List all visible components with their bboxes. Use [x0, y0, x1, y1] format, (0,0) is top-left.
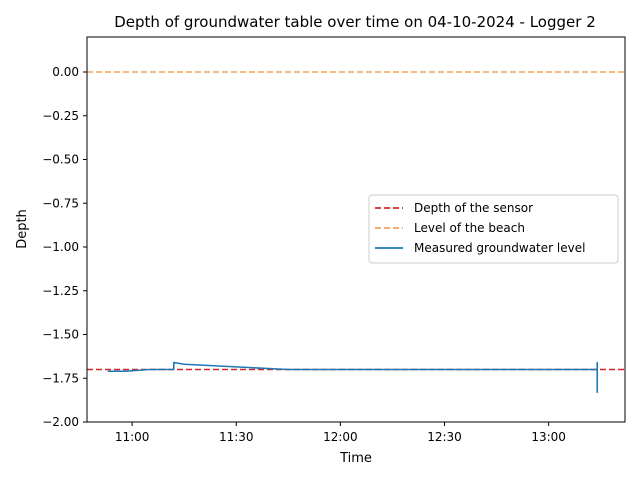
x-axis: 11:00 11:30 12:00 12:30 13:00 [115, 422, 566, 444]
y-tick-label: 0.00 [52, 65, 79, 79]
y-tick-label: −0.50 [42, 153, 79, 167]
y-tick-label: −1.50 [42, 328, 79, 342]
plot-area [86, 36, 626, 423]
x-tick-label: 11:00 [115, 430, 150, 444]
legend: Depth of the sensor Level of the beach Mea… [368, 194, 619, 264]
chart-title: Depth of groundwater table over time on … [114, 13, 596, 31]
x-axis-label: Time [339, 451, 372, 466]
y-axis-label: Depth [15, 209, 30, 249]
y-tick-label: −2.00 [42, 415, 79, 429]
legend-label: Measured groundwater level [414, 241, 585, 255]
x-tick-label: 11:30 [219, 430, 254, 444]
y-tick-label: −1.00 [42, 240, 79, 254]
y-axis: 0.00 −0.25 −0.50 −0.75 −1.00 −1.25 −1.50 −1.75 −… [42, 65, 87, 429]
legend-box [368, 194, 619, 264]
y-tick-label: −0.75 [42, 196, 79, 210]
series-line-0 [107, 361, 599, 394]
legend-label: Level of the beach [414, 221, 525, 235]
axes-frame [86, 36, 626, 423]
legend-label: Depth of the sensor [414, 201, 533, 215]
x-tick-label: 13:00 [531, 430, 566, 444]
x-tick-label: 12:00 [323, 430, 358, 444]
x-tick-label: 12:30 [427, 430, 462, 444]
y-tick-label: −1.75 [42, 371, 79, 385]
y-tick-label: −0.25 [42, 109, 79, 123]
y-tick-label: −1.25 [42, 284, 79, 298]
